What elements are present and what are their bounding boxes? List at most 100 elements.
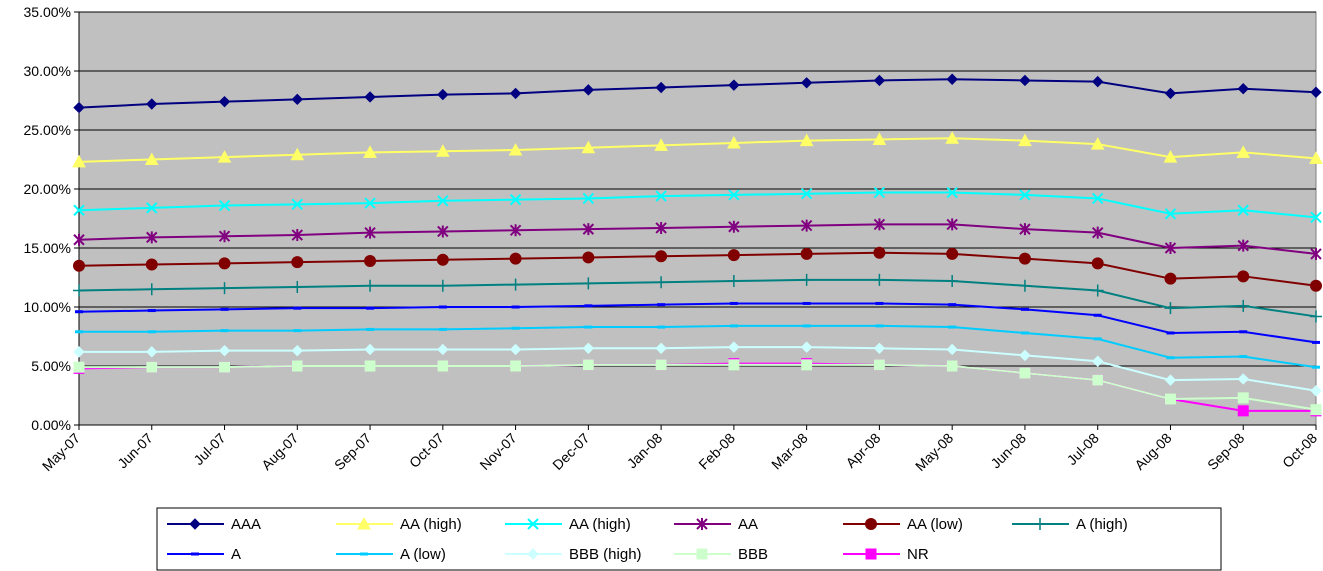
data-point bbox=[582, 251, 595, 264]
data-point bbox=[73, 284, 85, 297]
data-point bbox=[1093, 337, 1102, 341]
series-line bbox=[79, 324, 1317, 369]
y-tick-label: 25.00% bbox=[24, 122, 71, 138]
legend-item: AA (high) bbox=[336, 516, 462, 533]
data-point bbox=[655, 342, 667, 355]
series-4 bbox=[73, 218, 1322, 260]
data-point bbox=[1166, 356, 1175, 360]
data-point bbox=[1018, 279, 1031, 292]
data-point bbox=[1019, 349, 1031, 362]
series-line bbox=[78, 137, 1317, 163]
data-point bbox=[1019, 74, 1031, 87]
data-point bbox=[655, 359, 667, 371]
data-point bbox=[1090, 137, 1105, 150]
legend-item: AA bbox=[674, 516, 758, 533]
data-point bbox=[509, 343, 522, 356]
legend-label: A bbox=[231, 546, 241, 563]
data-point bbox=[1237, 270, 1250, 283]
plot-area bbox=[78, 11, 1317, 426]
data-point bbox=[872, 132, 887, 145]
data-point bbox=[293, 306, 302, 310]
series-line bbox=[78, 223, 1317, 255]
data-point bbox=[1237, 392, 1249, 404]
data-point bbox=[509, 193, 522, 206]
data-point bbox=[291, 280, 304, 293]
data-point bbox=[147, 330, 156, 334]
data-point bbox=[1092, 226, 1104, 239]
data-point bbox=[1166, 331, 1175, 335]
legend-label: AAA bbox=[231, 516, 261, 533]
legend-marker bbox=[191, 552, 199, 556]
series-line bbox=[78, 278, 1317, 318]
data-point bbox=[581, 140, 596, 154]
data-point bbox=[144, 152, 159, 165]
data-point bbox=[1092, 374, 1104, 386]
data-point bbox=[1019, 189, 1031, 201]
data-point bbox=[509, 87, 522, 100]
data-point bbox=[146, 361, 158, 373]
data-point bbox=[509, 252, 522, 265]
data-point bbox=[145, 258, 158, 271]
data-point bbox=[582, 359, 594, 371]
data-point bbox=[73, 233, 85, 246]
data-point bbox=[437, 225, 449, 238]
legend-marker bbox=[1034, 518, 1046, 530]
data-point bbox=[655, 221, 667, 234]
data-point bbox=[948, 303, 957, 307]
data-point bbox=[293, 329, 302, 333]
y-tick-label: 35.00% bbox=[24, 4, 71, 20]
data-point bbox=[946, 218, 958, 231]
data-point bbox=[946, 360, 958, 372]
x-tick-label: Sep-07 bbox=[331, 430, 374, 473]
legend-label: AA (low) bbox=[907, 516, 963, 533]
legend-item: BBB (high) bbox=[505, 546, 642, 563]
data-point bbox=[654, 138, 668, 151]
data-point bbox=[1239, 355, 1248, 359]
data-point bbox=[291, 344, 304, 357]
data-point bbox=[218, 95, 231, 108]
y-tick-label: 15.00% bbox=[24, 240, 71, 256]
data-point bbox=[147, 309, 156, 313]
data-point bbox=[435, 144, 450, 157]
data-point bbox=[800, 247, 813, 260]
data-point bbox=[1237, 82, 1249, 95]
x-tick-label: May-08 bbox=[912, 430, 956, 474]
series-line bbox=[78, 302, 1317, 344]
data-point bbox=[364, 279, 377, 292]
data-point bbox=[436, 279, 449, 292]
data-point bbox=[802, 324, 811, 328]
data-point bbox=[364, 197, 376, 209]
series-layer bbox=[72, 73, 1323, 417]
data-point bbox=[1163, 150, 1178, 163]
legend-marker bbox=[865, 548, 877, 560]
data-point bbox=[363, 145, 377, 158]
data-point bbox=[946, 343, 958, 356]
data-point bbox=[582, 84, 595, 96]
gridlines bbox=[79, 11, 1316, 367]
y-tick-label: 0.00% bbox=[31, 417, 71, 433]
legend-marker bbox=[527, 548, 539, 560]
legend-item: AA (high) bbox=[505, 516, 631, 533]
data-point bbox=[1237, 204, 1249, 216]
legend-marker bbox=[696, 548, 708, 560]
series-line bbox=[79, 363, 1317, 411]
data-point bbox=[1019, 367, 1031, 379]
x-tick-label: Apr-08 bbox=[842, 430, 883, 471]
data-point bbox=[73, 101, 85, 114]
data-point bbox=[802, 301, 811, 305]
data-point bbox=[946, 73, 958, 85]
legend-marker bbox=[357, 516, 371, 530]
legend-item: A bbox=[167, 546, 241, 563]
data-point bbox=[1164, 374, 1177, 386]
x-axis: May-07 Jun-07 Jul-07 Aug-07 Sep-07 Oct-07 Nov-… bbox=[39, 424, 1320, 474]
x-tick-label: Oct-08 bbox=[1279, 430, 1320, 471]
data-point bbox=[72, 154, 86, 168]
data-point bbox=[873, 218, 886, 231]
data-point bbox=[437, 195, 449, 207]
data-point bbox=[1309, 151, 1323, 164]
data-point bbox=[875, 324, 884, 328]
data-point bbox=[437, 88, 449, 101]
data-point bbox=[1310, 86, 1322, 98]
legend-item: NR bbox=[843, 546, 929, 563]
